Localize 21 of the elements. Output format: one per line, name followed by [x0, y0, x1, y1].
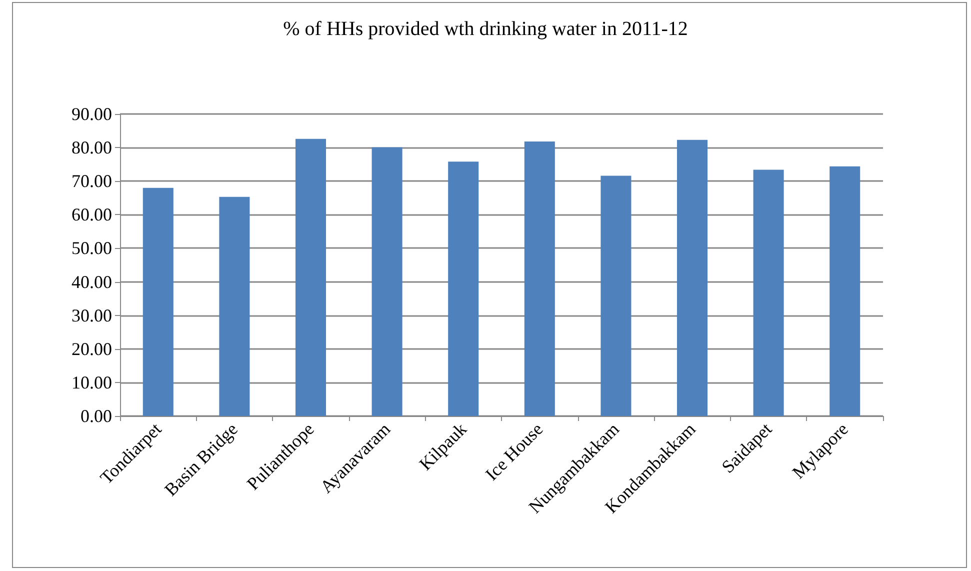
y-tick-label: 90.00 — [72, 104, 112, 124]
bar — [524, 142, 555, 416]
y-tick-label: 60.00 — [72, 204, 112, 225]
chart-title: % of HHs provided wth drinking water in 2011-12 — [283, 18, 688, 40]
bar — [676, 140, 708, 416]
y-tick-label: 20.00 — [72, 338, 112, 359]
bar — [372, 147, 402, 416]
bar — [142, 188, 174, 416]
y-tick-label: 30.00 — [72, 305, 112, 326]
bar — [295, 138, 326, 416]
y-tick-label: 40.00 — [72, 272, 112, 292]
y-tick-label: 80.00 — [72, 138, 112, 158]
bar — [219, 196, 250, 416]
y-tick-label: 0.00 — [80, 406, 112, 426]
bar — [753, 170, 784, 416]
y-tick-label: 10.00 — [72, 372, 112, 392]
bar — [600, 176, 632, 416]
y-tick-label: 70.00 — [72, 171, 112, 192]
y-tick-label: 50.00 — [72, 238, 112, 258]
bar — [448, 162, 479, 416]
bar — [830, 166, 860, 416]
